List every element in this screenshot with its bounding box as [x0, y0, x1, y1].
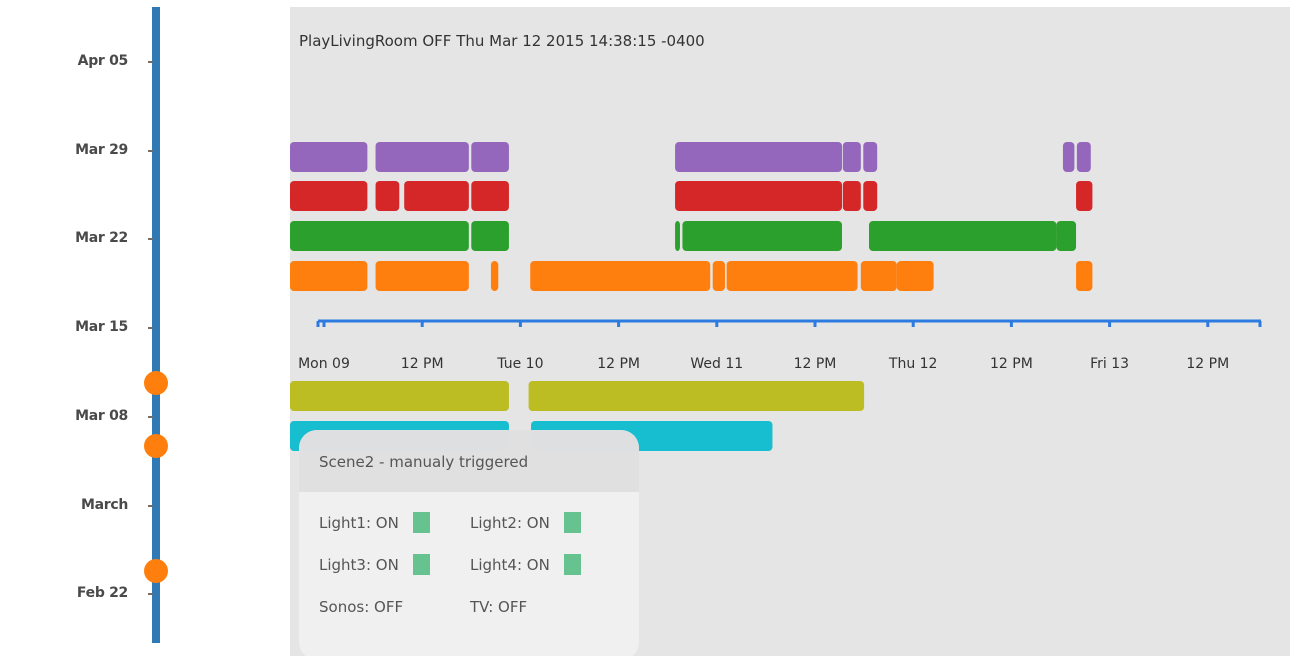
- state-bar[interactable]: [842, 181, 861, 211]
- state-bar[interactable]: [675, 181, 843, 211]
- on-indicator: [564, 512, 581, 533]
- device-light3: Light3: ON: [319, 556, 399, 574]
- event-dot[interactable]: [144, 559, 168, 583]
- device-state-chart: Mon 09 12 PM Tue 10 12 PM Wed 11 12 PM Thu 12 1…: [290, 142, 1262, 451]
- device-light4: Light4: ON: [470, 556, 550, 574]
- axis-tick-label: 12 PM: [990, 356, 1033, 372]
- date-tick: [148, 61, 153, 63]
- axis-tick-label: 12 PM: [794, 356, 837, 372]
- state-bar[interactable]: [530, 261, 711, 291]
- scene-header: Scene2 - manualy triggered: [299, 430, 639, 492]
- state-bar[interactable]: [675, 221, 680, 251]
- state-bar[interactable]: [869, 221, 1057, 251]
- state-bar[interactable]: [863, 181, 878, 211]
- state-bar[interactable]: [290, 221, 469, 251]
- date-label-mar-22: Mar 22: [75, 230, 128, 246]
- device-tv: TV: OFF: [470, 598, 528, 616]
- state-bar[interactable]: [1076, 181, 1093, 211]
- state-bar[interactable]: [675, 142, 843, 172]
- state-bar[interactable]: [375, 261, 469, 291]
- date-tick: [148, 238, 153, 240]
- state-bar[interactable]: [471, 221, 509, 251]
- date-label-march: March: [80, 497, 128, 513]
- state-bar[interactable]: [863, 142, 878, 172]
- on-indicator: [564, 554, 581, 575]
- event-dot[interactable]: [144, 371, 168, 395]
- date-tick: [148, 327, 153, 329]
- state-bar[interactable]: [375, 181, 400, 211]
- on-indicator: [413, 554, 430, 575]
- detail-panel: PlayLivingRoom OFF Thu Mar 12 2015 14:38…: [290, 7, 1290, 656]
- date-label-apr-05: Apr 05: [77, 53, 129, 69]
- state-bar[interactable]: [712, 261, 725, 291]
- date-tick: [148, 416, 153, 418]
- event-dot[interactable]: [144, 434, 168, 458]
- state-bar[interactable]: [471, 181, 509, 211]
- status-text: PlayLivingRoom OFF Thu Mar 12 2015 14:38…: [299, 32, 705, 50]
- state-bar[interactable]: [490, 261, 499, 291]
- state-bar[interactable]: [404, 181, 469, 211]
- date-tick: [148, 593, 153, 595]
- axis-tick-label: Fri 13: [1090, 356, 1129, 372]
- state-bar[interactable]: [682, 221, 843, 251]
- state-bar[interactable]: [290, 142, 368, 172]
- axis-tick-label: Tue 10: [496, 356, 543, 372]
- date-label-mar-08: Mar 08: [75, 408, 128, 424]
- state-bars: [290, 142, 1093, 451]
- device-sonos: Sonos: OFF: [319, 598, 404, 616]
- state-bar[interactable]: [896, 261, 934, 291]
- state-bar[interactable]: [290, 181, 368, 211]
- state-bar[interactable]: [842, 142, 861, 172]
- state-bar[interactable]: [528, 381, 865, 411]
- axis-tick-label: Thu 12: [888, 356, 938, 372]
- state-bar[interactable]: [471, 142, 509, 172]
- date-tick: [148, 505, 153, 507]
- timeline-axis: [152, 7, 160, 643]
- on-indicator: [413, 512, 430, 533]
- date-timeline: Apr 05 Mar 29 Mar 22 Mar 15 Mar 08 March…: [0, 0, 290, 656]
- state-bar[interactable]: [1062, 142, 1075, 172]
- axis-tick-label: 12 PM: [597, 356, 640, 372]
- date-label-mar-29: Mar 29: [75, 142, 128, 158]
- device-light2: Light2: ON: [470, 514, 550, 532]
- state-bar[interactable]: [290, 261, 368, 291]
- state-bar[interactable]: [860, 261, 897, 291]
- scene-title: Scene2 - manualy triggered: [319, 453, 529, 471]
- time-axis: Mon 09 12 PM Tue 10 12 PM Wed 11 12 PM Thu 12 1…: [298, 319, 1262, 372]
- state-bar[interactable]: [726, 261, 858, 291]
- axis-tick-label: 12 PM: [401, 356, 444, 372]
- state-bar[interactable]: [375, 142, 469, 172]
- state-bar[interactable]: [1076, 261, 1093, 291]
- axis-tick-label: Mon 09: [298, 356, 350, 372]
- date-label-feb-22: Feb 22: [76, 585, 128, 601]
- device-light1: Light1: ON: [319, 514, 399, 532]
- axis-tick-label: Wed 11: [690, 356, 743, 372]
- scene-tooltip: Scene2 - manualy triggered Light1: ON Li…: [299, 430, 639, 656]
- date-tick: [148, 150, 153, 152]
- state-bar[interactable]: [290, 381, 509, 411]
- state-bar[interactable]: [1056, 221, 1077, 251]
- date-label-mar-15: Mar 15: [75, 319, 128, 335]
- axis-tick-label: 12 PM: [1186, 356, 1229, 372]
- state-bar[interactable]: [1076, 142, 1091, 172]
